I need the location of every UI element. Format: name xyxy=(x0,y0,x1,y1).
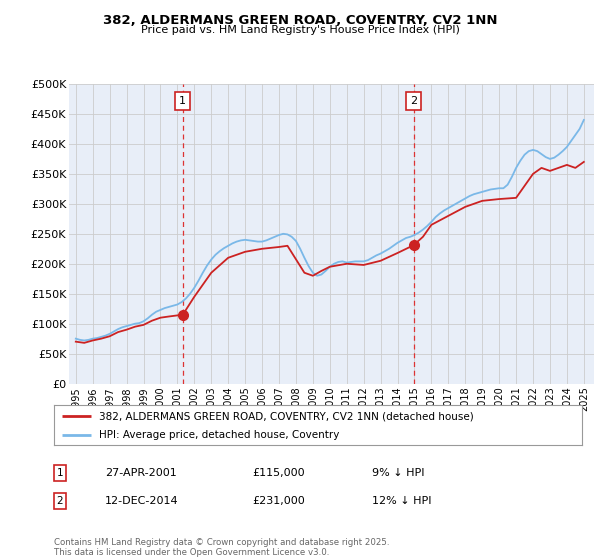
Text: 2: 2 xyxy=(410,96,417,106)
Text: 382, ALDERMANS GREEN ROAD, COVENTRY, CV2 1NN (detached house): 382, ALDERMANS GREEN ROAD, COVENTRY, CV2… xyxy=(99,411,473,421)
Text: Price paid vs. HM Land Registry's House Price Index (HPI): Price paid vs. HM Land Registry's House … xyxy=(140,25,460,35)
Text: 1: 1 xyxy=(179,96,187,106)
Text: 382, ALDERMANS GREEN ROAD, COVENTRY, CV2 1NN: 382, ALDERMANS GREEN ROAD, COVENTRY, CV2… xyxy=(103,14,497,27)
Text: Contains HM Land Registry data © Crown copyright and database right 2025.
This d: Contains HM Land Registry data © Crown c… xyxy=(54,538,389,557)
Text: £115,000: £115,000 xyxy=(252,468,305,478)
Text: 27-APR-2001: 27-APR-2001 xyxy=(105,468,177,478)
Text: 12-DEC-2014: 12-DEC-2014 xyxy=(105,496,179,506)
Text: £231,000: £231,000 xyxy=(252,496,305,506)
Text: 12% ↓ HPI: 12% ↓ HPI xyxy=(372,496,431,506)
Text: 1: 1 xyxy=(56,468,64,478)
Text: 9% ↓ HPI: 9% ↓ HPI xyxy=(372,468,425,478)
Text: HPI: Average price, detached house, Coventry: HPI: Average price, detached house, Cove… xyxy=(99,430,339,440)
Text: 2: 2 xyxy=(56,496,64,506)
